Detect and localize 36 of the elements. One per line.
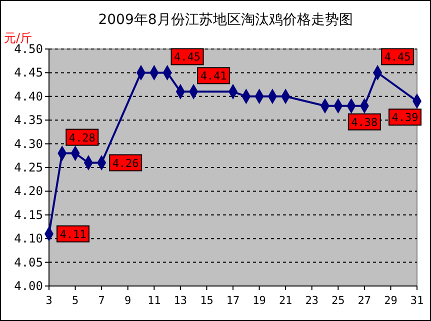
chart-title: 2009年8月份江苏地区淘汰鸡价格走势图 (98, 12, 353, 28)
x-tick-label: 19 (252, 294, 266, 307)
y-tick-label: 4.45 (14, 66, 43, 80)
x-tick-label: 7 (98, 294, 105, 307)
y-tick-label: 4.50 (14, 42, 43, 56)
y-tick-label: 4.05 (14, 255, 43, 270)
y-tick-label: 4.15 (14, 208, 43, 222)
y-tick-label: 4.10 (14, 232, 43, 246)
data-label: 4.39 (392, 111, 418, 124)
x-tick-label: 27 (358, 294, 372, 307)
x-tick-label: 13 (174, 294, 188, 307)
y-tick-label: 4.35 (14, 113, 43, 128)
data-label: 4.28 (68, 131, 96, 144)
data-label: 4.45 (174, 50, 201, 64)
y-tick-label: 4.20 (14, 184, 43, 198)
x-tick-label: 9 (124, 294, 132, 307)
x-tick-label: 21 (278, 294, 292, 307)
x-tick-label: 31 (410, 294, 424, 307)
y-tick-label: 4.00 (14, 279, 43, 293)
y-tick-label: 4.40 (14, 89, 43, 104)
y-axis-title: 元/斤 (4, 31, 32, 45)
y-tick-label: 4.25 (14, 160, 43, 174)
data-label: 4.38 (351, 116, 378, 129)
x-tick-label: 29 (384, 294, 398, 307)
x-tick-label: 25 (332, 294, 345, 307)
x-tick-label: 3 (46, 294, 52, 307)
x-tick-label: 11 (148, 294, 161, 307)
data-label: 4.41 (200, 70, 227, 83)
y-tick-label: 4.30 (14, 136, 43, 151)
x-tick-label: 5 (72, 294, 79, 307)
data-label: 4.11 (60, 228, 86, 241)
data-label: 4.26 (112, 156, 139, 170)
x-tick-label: 17 (226, 294, 240, 307)
x-tick-label: 15 (200, 294, 214, 307)
x-tick-label: 23 (305, 294, 318, 307)
data-label: 4.45 (384, 50, 411, 64)
